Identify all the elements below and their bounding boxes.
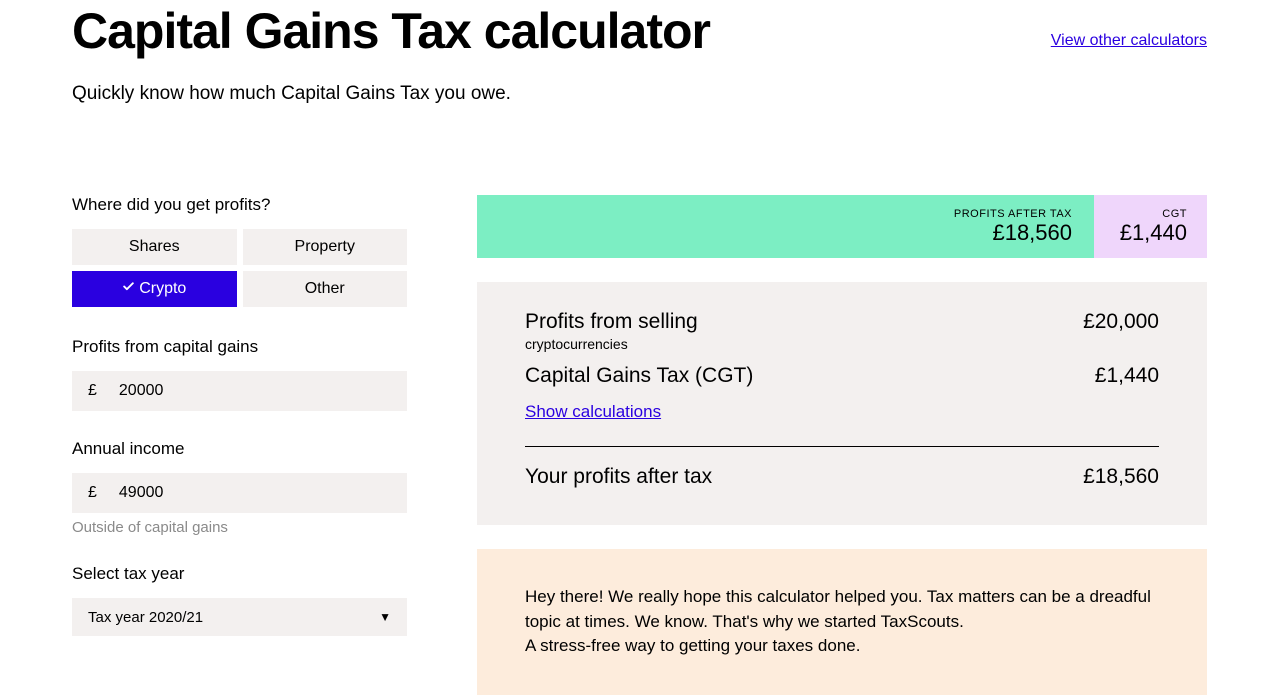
cgt-label: Capital Gains Tax (CGT) — [525, 364, 753, 388]
profits-after-tax-value: £18,560 — [1083, 465, 1159, 489]
tax-year-select[interactable]: Tax year 2020/21 ▼ — [72, 598, 407, 636]
check-icon — [122, 280, 135, 298]
show-calculations-link[interactable]: Show calculations — [525, 402, 661, 422]
summary-profits-value: £18,560 — [992, 220, 1072, 246]
summary-profits-label: PROFITS AFTER TAX — [954, 208, 1072, 220]
option-other[interactable]: Other — [243, 271, 408, 307]
profits-amount-label: Profits from capital gains — [72, 337, 407, 357]
page-title: Capital Gains Tax calculator — [72, 4, 710, 59]
profits-source-label: Where did you get profits? — [72, 195, 407, 215]
view-other-calculators-link[interactable]: View other calculators — [1051, 32, 1207, 50]
profits-input[interactable] — [119, 382, 391, 400]
summary-cgt: CGT £1,440 — [1094, 195, 1207, 258]
cgt-value: £1,440 — [1095, 364, 1159, 388]
option-crypto[interactable]: Crypto — [72, 271, 237, 307]
details-box: Profits from selling cryptocurrencies £2… — [477, 282, 1207, 525]
tax-year-value: Tax year 2020/21 — [88, 609, 203, 626]
input-form: Where did you get profits? Shares Proper… — [72, 195, 407, 695]
chevron-down-icon: ▼ — [379, 610, 391, 624]
profits-selling-label: Profits from selling — [525, 310, 698, 334]
summary-cgt-value: £1,440 — [1120, 220, 1187, 246]
summary-bar: PROFITS AFTER TAX £18,560 CGT £1,440 — [477, 195, 1207, 258]
promo-line-2: A stress-free way to getting your taxes … — [525, 634, 1159, 659]
summary-profits-after-tax: PROFITS AFTER TAX £18,560 — [477, 195, 1094, 258]
income-label: Annual income — [72, 439, 407, 459]
profits-selling-sub: cryptocurrencies — [525, 336, 698, 352]
currency-symbol: £ — [88, 484, 97, 502]
results-panel: PROFITS AFTER TAX £18,560 CGT £1,440 Pro… — [477, 195, 1207, 695]
income-input[interactable] — [119, 484, 391, 502]
profits-after-tax-label: Your profits after tax — [525, 465, 712, 489]
profits-selling-value: £20,000 — [1083, 310, 1159, 334]
option-crypto-label: Crypto — [139, 280, 186, 297]
income-helper: Outside of capital gains — [72, 519, 407, 536]
page-subtitle: Quickly know how much Capital Gains Tax … — [72, 83, 1207, 105]
option-shares[interactable]: Shares — [72, 229, 237, 265]
divider — [525, 446, 1159, 447]
option-property[interactable]: Property — [243, 229, 408, 265]
currency-symbol: £ — [88, 382, 97, 400]
promo-box: Hey there! We really hope this calculato… — [477, 549, 1207, 695]
promo-line-1: Hey there! We really hope this calculato… — [525, 585, 1159, 634]
tax-year-label: Select tax year — [72, 564, 407, 584]
summary-cgt-label: CGT — [1162, 208, 1187, 220]
